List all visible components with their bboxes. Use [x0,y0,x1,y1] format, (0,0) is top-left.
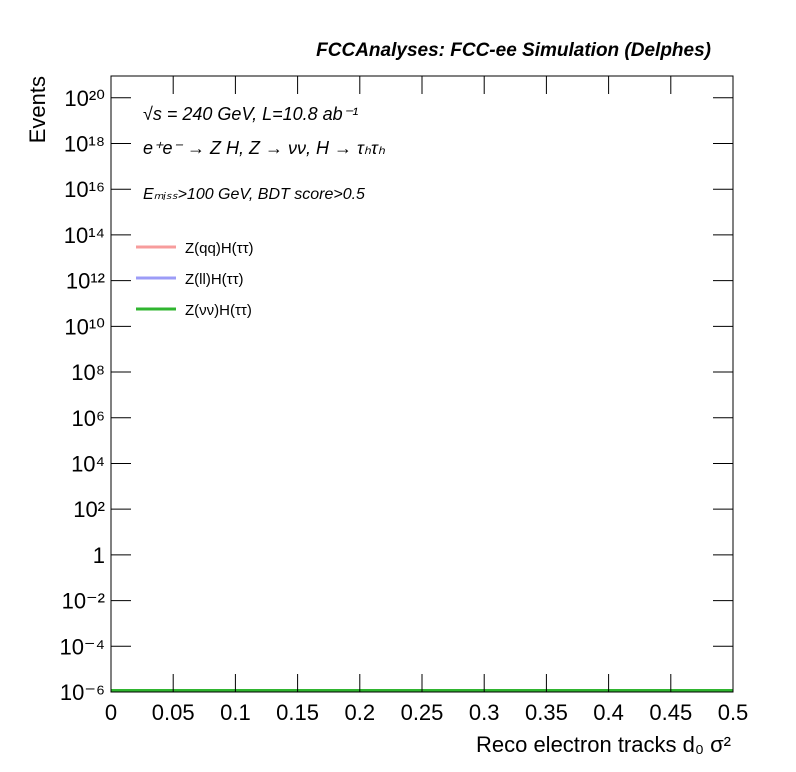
x-axis-title: Reco electron tracks d₀ σ² [476,732,731,757]
y-tick-label: 10¹⁸ [64,132,105,157]
annotation: √s = 240 GeV, L=10.8 ab⁻¹ [143,104,358,124]
y-tick-label: 10¹⁴ [64,223,105,248]
legend-label: Z(ll)H(ττ) [185,271,244,288]
x-tick-label: 0.35 [525,700,568,725]
x-tick-label: 0.1 [220,700,251,725]
x-tick-label: 0.15 [276,700,319,725]
legend-label: Z(νν)H(ττ) [185,302,252,319]
y-axis-title: Events [25,76,50,143]
y-tick-label: 10⁸ [71,360,105,385]
legend-label: Z(qq)H(ττ) [185,240,254,257]
y-tick-label: 10⁴ [71,451,105,476]
y-tick-label: 10¹⁰ [64,314,105,339]
x-tick-label: 0.4 [593,700,624,725]
y-tick-label: 10¹⁶ [64,177,105,202]
x-tick-label: 0 [105,700,117,725]
annotation: Eₘᵢₛₛ>100 GeV, BDT score>0.5 [143,186,365,203]
chart-title: FCCAnalyses: FCC-ee Simulation (Delphes) [316,40,711,61]
y-tick-label: 10⁻⁶ [60,680,105,705]
y-tick-label: 10⁶ [71,406,105,431]
y-tick-label: 1 [93,543,105,568]
x-tick-label: 0.25 [401,700,444,725]
y-tick-label: 10⁻² [62,589,105,614]
y-tick-label: 10⁻⁴ [59,634,105,659]
x-tick-label: 0.2 [345,700,376,725]
x-tick-label: 0.05 [152,700,195,725]
y-tick-label: 10² [73,497,105,522]
y-tick-label: 10²⁰ [64,86,105,111]
x-tick-label: 0.5 [718,700,749,725]
x-tick-label: 0.45 [649,700,692,725]
annotation: e⁺e⁻ → Z H, Z → νν, H → τₕτₕ [143,138,386,158]
y-tick-label: 10¹² [66,269,105,294]
x-tick-label: 0.3 [469,700,500,725]
